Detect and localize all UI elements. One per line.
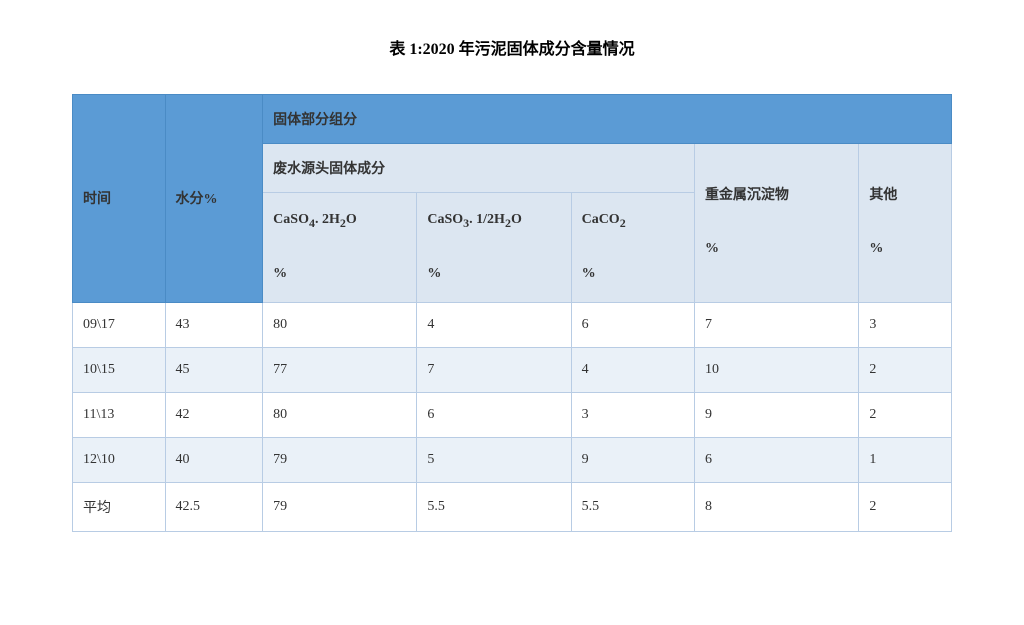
cell-c5: 2 [859, 347, 952, 392]
cell-c2: 7 [417, 347, 571, 392]
cell-c5: 2 [859, 392, 952, 437]
f: O [511, 212, 522, 227]
th-caco2-pct: % [582, 266, 596, 281]
cell-c4: 8 [694, 482, 858, 531]
f: O [346, 212, 357, 227]
cell-c3: 6 [571, 302, 694, 347]
th-caco2: CaCO2 % [571, 193, 694, 303]
cell-c3: 5.5 [571, 482, 694, 531]
cell-c4: 9 [694, 392, 858, 437]
cell-c4: 6 [694, 437, 858, 482]
cell-c2: 5 [417, 437, 571, 482]
cell-c5: 3 [859, 302, 952, 347]
s: 2 [620, 216, 626, 230]
cell-time: 12\10 [73, 437, 166, 482]
table-container: 时间 水分% 固体部分组分 废水源头固体成分 重金属沉淀物 % 其他 % CaS… [72, 94, 952, 532]
th-water: 水分% [165, 95, 263, 303]
cell-c2: 4 [417, 302, 571, 347]
sludge-table: 时间 水分% 固体部分组分 废水源头固体成分 重金属沉淀物 % 其他 % CaS… [72, 94, 952, 532]
th-other-pct: % [869, 241, 883, 256]
cell-water: 42 [165, 392, 263, 437]
f: CaSO [427, 212, 463, 227]
f: . 2H [315, 212, 340, 227]
th-time: 时间 [73, 95, 166, 303]
th-waste-solid: 废水源头固体成分 [263, 144, 695, 193]
f: CaSO [273, 212, 309, 227]
th-caso3-pct: % [427, 266, 441, 281]
cell-c4: 7 [694, 302, 858, 347]
cell-c2: 5.5 [417, 482, 571, 531]
th-solid-group: 固体部分组分 [263, 95, 952, 144]
table-row: 12\10 40 79 5 9 6 1 [73, 437, 952, 482]
th-other: 其他 % [859, 144, 952, 303]
table-head: 时间 水分% 固体部分组分 废水源头固体成分 重金属沉淀物 % 其他 % CaS… [73, 95, 952, 303]
table-row: 10\15 45 77 7 4 10 2 [73, 347, 952, 392]
cell-c3: 4 [571, 347, 694, 392]
f: . 1/2H [469, 212, 505, 227]
cell-water: 42.5 [165, 482, 263, 531]
table-row: 平均 42.5 79 5.5 5.5 8 2 [73, 482, 952, 531]
th-caso3: CaSO3. 1/2H2O % [417, 193, 571, 303]
cell-c5: 1 [859, 437, 952, 482]
cell-time: 平均 [73, 482, 166, 531]
cell-c3: 9 [571, 437, 694, 482]
cell-c1: 79 [263, 482, 417, 531]
th-heavy-metal: 重金属沉淀物 % [694, 144, 858, 303]
cell-c1: 80 [263, 302, 417, 347]
th-heavy-metal-label: 重金属沉淀物 [705, 188, 789, 203]
table-row: 09\17 43 80 4 6 7 3 [73, 302, 952, 347]
cell-water: 43 [165, 302, 263, 347]
cell-c1: 80 [263, 392, 417, 437]
table-title: 表 1:2020 年污泥固体成分含量情况 [0, 35, 1024, 59]
cell-c3: 3 [571, 392, 694, 437]
th-heavy-metal-pct: % [705, 241, 719, 256]
cell-water: 45 [165, 347, 263, 392]
f: CaCO [582, 212, 620, 227]
cell-c2: 6 [417, 392, 571, 437]
th-caso4: CaSO4. 2H2O % [263, 193, 417, 303]
th-caso4-pct: % [273, 266, 287, 281]
cell-c4: 10 [694, 347, 858, 392]
cell-water: 40 [165, 437, 263, 482]
cell-c1: 77 [263, 347, 417, 392]
table-body: 09\17 43 80 4 6 7 3 10\15 45 77 7 4 10 2… [73, 302, 952, 531]
cell-c5: 2 [859, 482, 952, 531]
cell-time: 09\17 [73, 302, 166, 347]
th-other-label: 其他 [869, 188, 897, 203]
cell-time: 11\13 [73, 392, 166, 437]
cell-c1: 79 [263, 437, 417, 482]
table-row: 11\13 42 80 6 3 9 2 [73, 392, 952, 437]
cell-time: 10\15 [73, 347, 166, 392]
